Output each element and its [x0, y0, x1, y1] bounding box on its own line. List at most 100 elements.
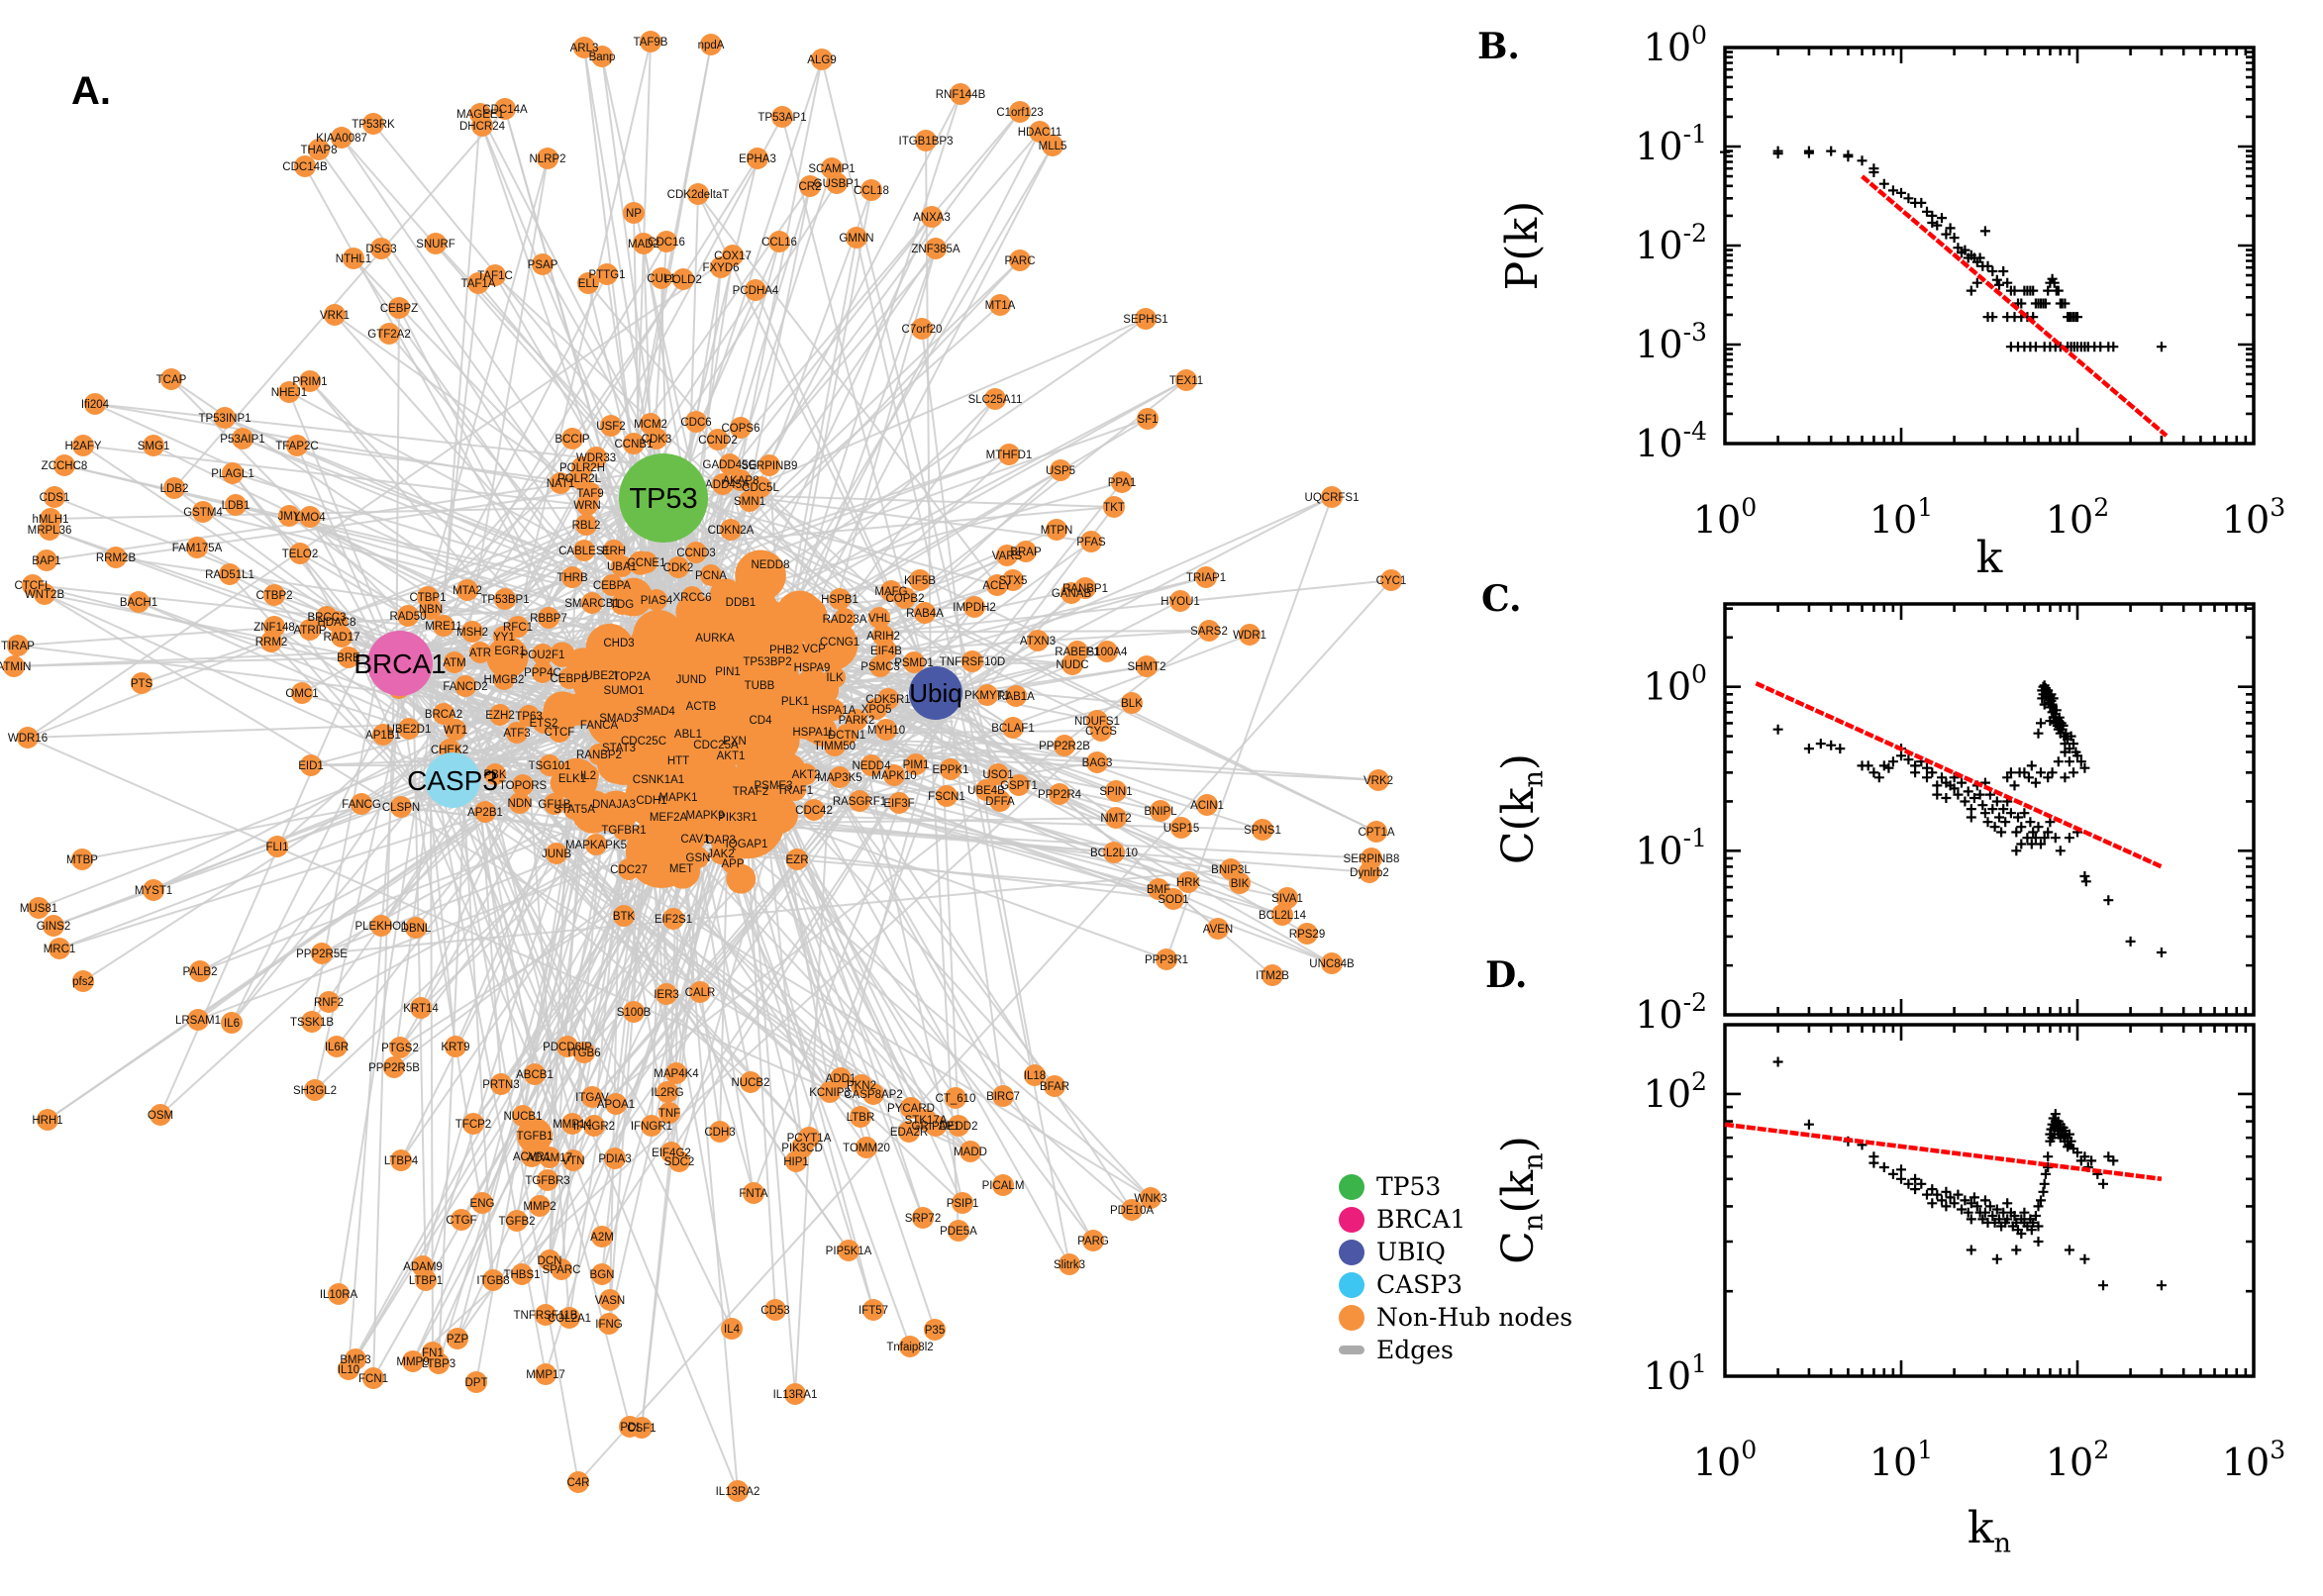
- gene-node: [730, 469, 752, 491]
- gene-node: [494, 588, 516, 610]
- gene-node: [721, 1318, 743, 1340]
- gene-node: [378, 323, 400, 345]
- gene-label: PDIA3: [598, 1153, 631, 1165]
- gene-node: [299, 506, 321, 528]
- gene-label: TAF1C: [477, 270, 513, 282]
- gene-node: [758, 454, 780, 476]
- gene-node: [717, 660, 739, 682]
- gene-label: ITGAV: [575, 1092, 609, 1104]
- gene-node: [608, 737, 630, 758]
- gene-label: CDS1: [40, 492, 70, 504]
- gene-node: [370, 915, 392, 937]
- gene-label: WT1: [444, 725, 467, 737]
- node-swatch-icon: [1339, 1304, 1364, 1331]
- gene-label: ATM: [443, 657, 465, 669]
- gene-node: [670, 857, 692, 879]
- gene-node: [824, 666, 846, 688]
- gene-label: UBE4B: [967, 785, 1005, 797]
- edge: [409, 157, 549, 658]
- gene-label: OMC1: [285, 688, 318, 700]
- gene-node: [490, 1073, 512, 1095]
- gene-label: USP15: [1163, 823, 1199, 835]
- gene-label: TOPORS: [499, 780, 548, 792]
- gene-label: CEBPZ: [380, 303, 418, 315]
- gene-node: [1229, 872, 1251, 894]
- gene-node: [740, 1071, 761, 1093]
- gene-node: [1140, 1187, 1162, 1209]
- gene-node: [1005, 685, 1027, 707]
- gene-label: TEX11: [1169, 375, 1203, 387]
- hub-node-brca1: BRCA1: [354, 631, 447, 696]
- gene-label: BRE: [337, 652, 360, 664]
- gene-node: [915, 130, 937, 151]
- gene-label: EIF4B: [870, 646, 902, 657]
- gene-label: KIAA0087: [316, 133, 367, 145]
- gene-node: [960, 1141, 981, 1162]
- gene-node: [823, 699, 845, 721]
- gene-label: SIVA1: [1271, 893, 1303, 905]
- gene-label: POLR2H: [559, 462, 605, 474]
- gene-node: [860, 179, 882, 201]
- gene-label: SUMO1: [604, 685, 645, 697]
- gene-label: PDCD6IP: [543, 1042, 592, 1053]
- gene-node: [898, 1121, 920, 1143]
- gene-label: FAM175A: [172, 543, 223, 554]
- gene-node: [192, 501, 214, 523]
- gene-label: RFC1: [503, 622, 533, 634]
- gene-node: [331, 127, 353, 149]
- gene-node: [636, 551, 657, 573]
- gene-label: RAD50: [389, 611, 426, 623]
- gene-label: BCL2L14: [1259, 910, 1307, 922]
- gene-label: HDAC8: [318, 617, 356, 629]
- gene-label: CCND3: [676, 548, 716, 559]
- gene-node: [618, 858, 640, 880]
- gene-label: NAT1: [547, 478, 575, 490]
- gene-node: [489, 704, 511, 726]
- core-node: [561, 693, 595, 726]
- edge: [411, 646, 427, 1281]
- gene-label: SMG1: [138, 441, 170, 452]
- gene-label: SEPHS1: [1123, 314, 1167, 326]
- gene-node: [623, 1001, 645, 1023]
- gene-label: TOP2A: [613, 671, 651, 683]
- gene-label: BRCA2: [425, 709, 462, 721]
- gene-label: KRT9: [441, 1042, 469, 1053]
- gene-node: [1365, 821, 1387, 843]
- hub-node-ubiq: Ubiq: [909, 666, 962, 720]
- gene-node: [445, 719, 466, 741]
- edge: [321, 868, 1232, 954]
- gene-node: [72, 970, 94, 992]
- gene-label: AKT1: [717, 750, 746, 762]
- gene-label: JAK2: [707, 848, 735, 860]
- gene-label: MTBP: [66, 854, 98, 866]
- gene-label: RBBP7: [530, 613, 567, 625]
- gene-node: [750, 709, 771, 731]
- gene-node: [131, 672, 152, 694]
- gene-node: [849, 790, 870, 812]
- gene-label: PPP2R4: [1038, 789, 1082, 801]
- gene-label: CASP8AP2: [844, 1089, 902, 1101]
- edge: [729, 463, 1060, 795]
- edge: [231, 759, 451, 1024]
- gene-label: USP5: [1046, 465, 1075, 477]
- gene-label: HYOU1: [1161, 596, 1200, 608]
- gene-node: [1296, 923, 1318, 945]
- gene-node: [613, 905, 635, 927]
- gene-node: [976, 684, 998, 706]
- gene-node: [362, 1367, 384, 1389]
- core-node: [680, 625, 707, 651]
- gene-node: [512, 774, 534, 796]
- gene-label: NUCB2: [732, 1077, 770, 1089]
- core-node: [690, 763, 728, 802]
- gene-label: CDC14A: [482, 104, 528, 116]
- gene-node: [225, 494, 247, 516]
- gene-node: [524, 1063, 546, 1085]
- gene-label: HSPA1A: [812, 705, 857, 717]
- edge: [667, 259, 1021, 633]
- gene-node: [1009, 249, 1031, 271]
- gene-label: PIK3CD: [781, 1143, 823, 1154]
- gene-node: [795, 763, 817, 785]
- edge: [270, 641, 431, 808]
- gene-label: PKMYT1: [964, 690, 1010, 702]
